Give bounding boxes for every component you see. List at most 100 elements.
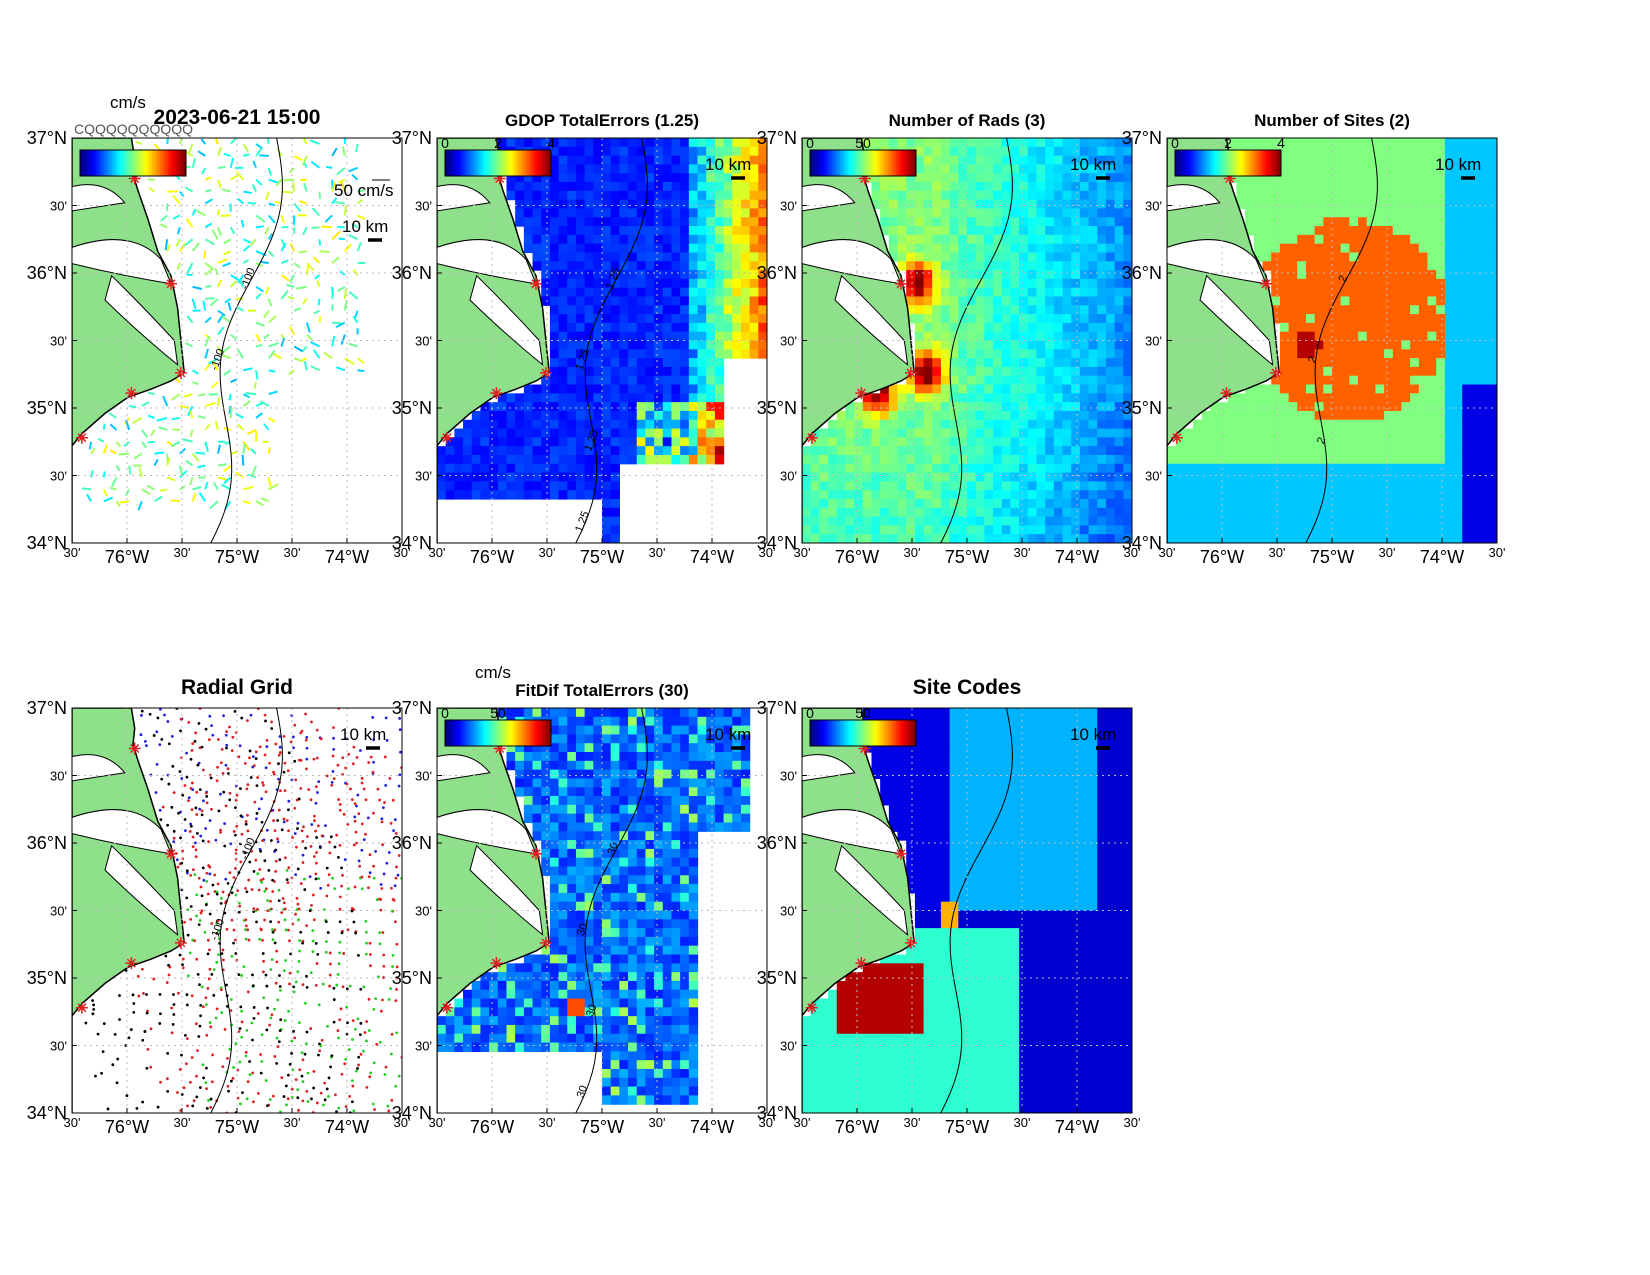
data-cell [923,287,933,298]
data-cell [1288,287,1298,298]
data-cell [1444,463,1455,474]
data-cell [880,217,890,227]
data-cell [967,252,977,262]
data-cell [871,393,881,403]
data-cell [993,472,1003,482]
data-cell [906,182,916,192]
data-cell [1123,287,1132,298]
data-cell [975,402,985,412]
data-cell [862,402,873,412]
radial-grid-point [224,804,228,808]
data-cell [610,525,620,535]
data-cell [619,454,629,465]
data-cell [1036,146,1046,157]
data-cell [967,358,977,368]
data-cell [1401,472,1411,482]
data-cell [1375,190,1385,201]
data-cell [1349,446,1359,456]
data-cell [1358,516,1368,526]
data-cell [549,190,560,201]
data-cell [1001,226,1012,236]
data-cell [880,454,890,465]
data-cell [1279,322,1290,333]
data-cell [1340,481,1350,491]
data-cell [932,208,942,218]
data-cell [697,146,707,157]
current-vector [223,476,232,485]
data-cell [914,454,925,465]
y-tick-label: 30' [780,469,797,484]
data-cell [958,366,968,377]
data-cell [1201,516,1212,526]
data-cell [1462,428,1472,438]
current-vector [255,148,263,157]
data-cell [758,217,767,227]
data-cell [680,305,690,315]
data-cell [993,331,1003,342]
data-cell [610,507,620,518]
data-cell [1184,516,1194,526]
data-cell [1297,358,1307,368]
data-cell [1062,155,1072,166]
data-cell [828,481,838,491]
colorbar-segment [864,150,867,176]
data-cell [940,182,951,192]
data-cell [802,490,812,500]
data-cell [923,516,933,526]
data-cell [636,393,647,403]
data-cell [1401,507,1411,518]
data-cell [1305,472,1316,482]
current-vector [264,286,270,295]
data-cell [680,234,690,245]
data-cell [1392,516,1403,526]
data-cell [584,243,594,254]
data-cell [1332,507,1342,518]
data-cell [1305,164,1316,174]
data-cell [593,331,603,342]
data-cell [1019,270,1029,280]
data-cell [1271,138,1281,148]
y-tick-label: 35°N [1122,398,1162,418]
current-vector [148,187,156,193]
data-cell [575,393,586,403]
data-cell [567,340,577,350]
colorbar-segment [1179,150,1182,176]
data-cell [802,481,812,491]
data-cell [541,138,551,148]
data-cell [993,525,1003,535]
data-cell [602,331,612,342]
data-cell [671,155,681,166]
data-cell [1097,410,1107,421]
data-cell [1444,322,1455,333]
data-cell [593,402,603,412]
data-cell [541,437,551,447]
current-vector [242,143,250,153]
data-cell [906,243,916,254]
data-cell [1175,498,1185,509]
data-cell [958,525,968,535]
data-cell [975,164,985,174]
data-cell [567,410,577,421]
data-cell [1114,322,1124,333]
data-cell [1332,261,1342,271]
data-cell [1114,138,1124,148]
data-cell [1123,410,1132,421]
data-cell [871,463,881,474]
data-cell [1097,340,1107,350]
data-cell [1410,340,1420,350]
data-cell [1036,402,1046,412]
data-cell [593,358,603,368]
data-cell [636,217,647,227]
data-cell [1036,278,1046,289]
data-cell [1079,322,1090,333]
data-cell [1201,437,1212,447]
current-vector [310,365,320,372]
data-cell [1036,217,1046,227]
data-cell [1332,182,1342,192]
data-cell [1253,410,1264,421]
data-cell [1088,525,1098,535]
colorbar-segment [519,150,522,176]
data-cell [1062,349,1072,359]
current-vector [204,401,217,407]
radial-grid-point [314,801,318,805]
